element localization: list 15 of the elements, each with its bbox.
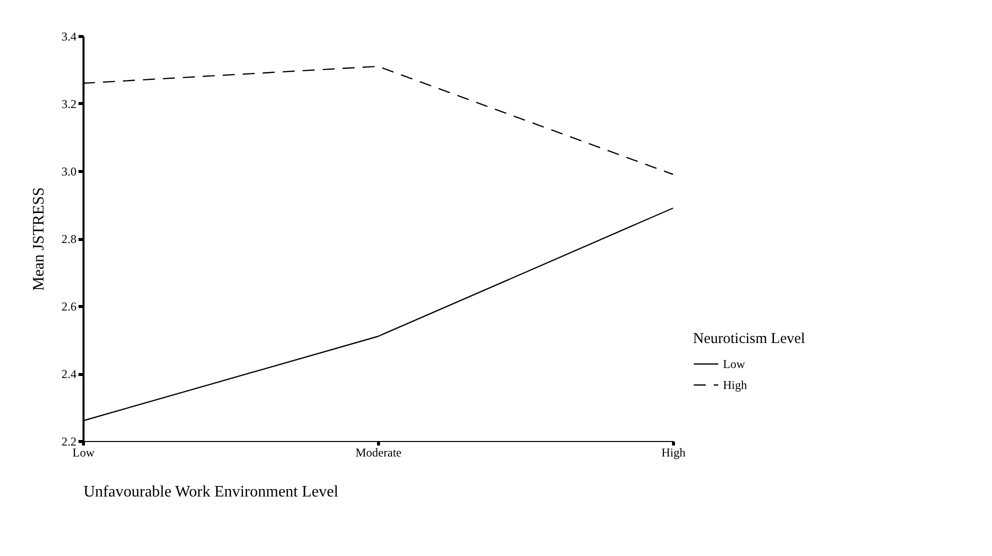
y-axis-title: Mean JSTRESS xyxy=(30,187,48,291)
y-tick-label: 3.4 xyxy=(62,30,76,44)
y-tick-label: 2.2 xyxy=(62,434,76,448)
legend-title: Neuroticism Level xyxy=(693,331,806,347)
x-tick-label: Low xyxy=(72,446,95,460)
x-tick-label: Moderate xyxy=(356,446,402,460)
x-axis-title: Unfavourable Work Environment Level xyxy=(84,484,339,500)
y-tick-label: 2.6 xyxy=(62,300,76,314)
y-tick-label: 2.4 xyxy=(62,367,76,381)
legend-label: Low xyxy=(723,357,746,371)
legend-label: High xyxy=(723,378,747,392)
y-tick-label: 2.8 xyxy=(62,232,76,246)
y-tick-label: 3.0 xyxy=(62,164,76,178)
x-tick-label: High xyxy=(662,446,686,460)
y-tick-label: 3.2 xyxy=(62,97,76,111)
